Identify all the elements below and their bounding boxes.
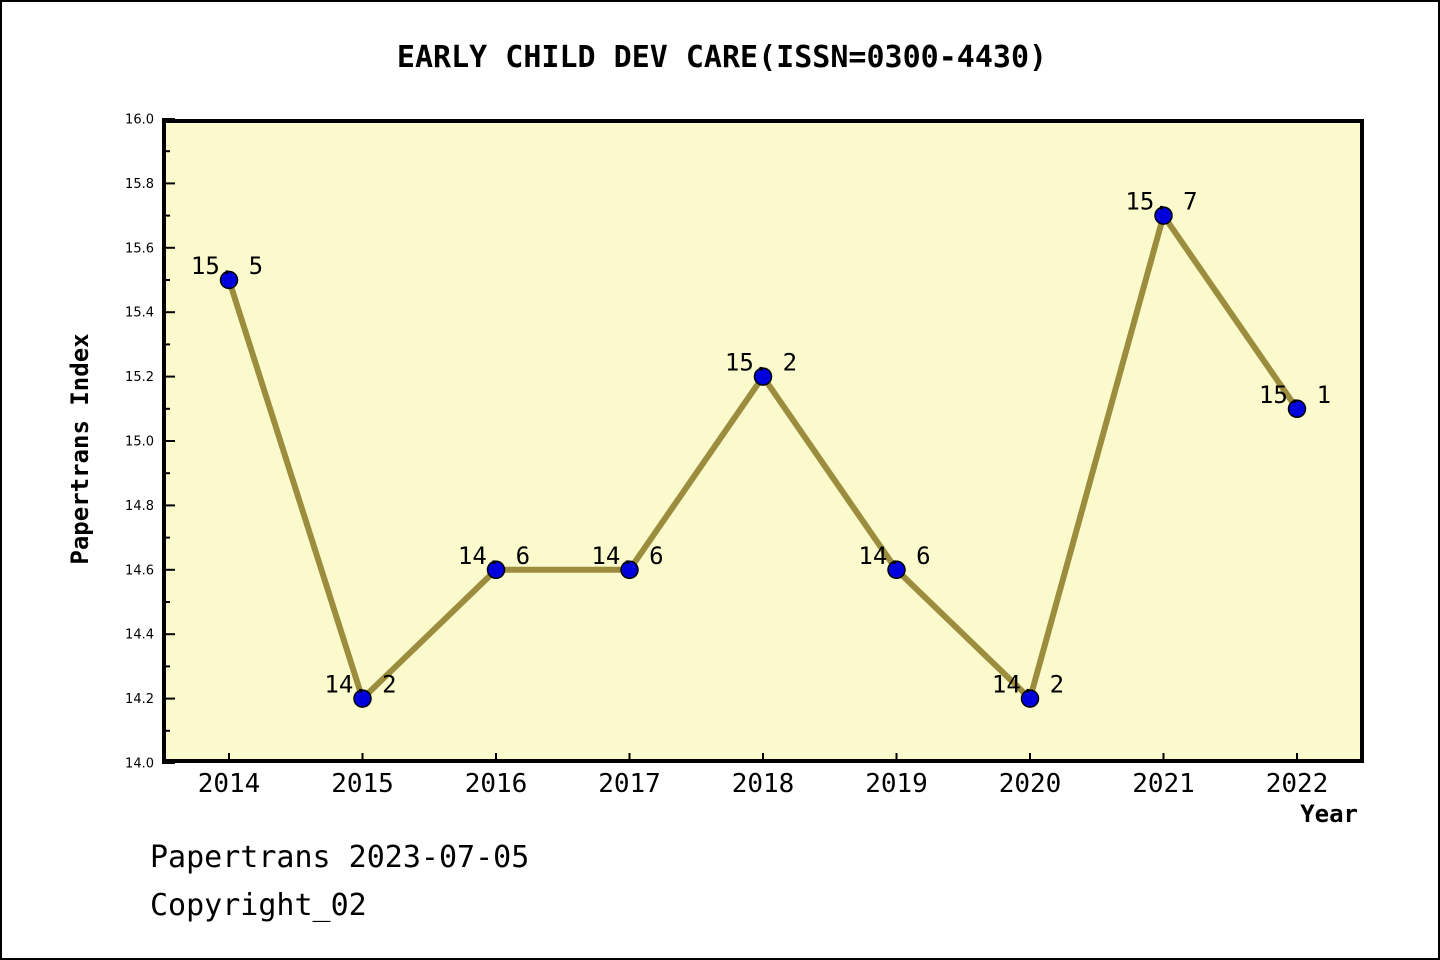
- y-tick-label: 15.6: [125, 241, 154, 256]
- x-axis-title: Year: [1300, 800, 1358, 828]
- x-tick-label: 2021: [1132, 769, 1195, 799]
- chart-title: EARLY CHILD DEV CARE(ISSN=0300-4430): [396, 40, 1048, 75]
- data-point: [219, 270, 239, 290]
- x-tick-label: 2022: [1266, 769, 1329, 799]
- footer-source-date: Papertrans 2023-07-05: [150, 840, 530, 875]
- data-point: [1020, 689, 1040, 708]
- data-point-label: 15. 7: [1125, 188, 1197, 216]
- y-tick-label: 15.8: [125, 177, 154, 192]
- data-point-label: 15. 1: [1259, 381, 1331, 409]
- y-tick-label: 15.4: [125, 306, 154, 321]
- x-tick-label: 2020: [999, 769, 1062, 799]
- y-tick-label: 15.2: [125, 370, 154, 385]
- data-point-label: 14. 6: [591, 542, 663, 570]
- data-point: [887, 560, 906, 580]
- y-tick-label: 15.0: [125, 435, 154, 450]
- data-point-label: 14. 2: [992, 671, 1064, 699]
- data-point-label: 14. 6: [858, 542, 930, 570]
- data-point-label: 14. 2: [324, 671, 396, 699]
- plot-frame: [162, 119, 1364, 763]
- data-point: [486, 560, 506, 580]
- y-tick-label: 14.4: [125, 628, 154, 643]
- data-point: [353, 689, 372, 708]
- x-tick-label: 2016: [465, 769, 528, 799]
- data-point: [1287, 399, 1307, 419]
- y-tick-label: 14.2: [125, 692, 154, 707]
- x-tick-label: 2018: [732, 769, 795, 799]
- y-tick-label: 14.8: [125, 499, 154, 514]
- plot-area: [162, 119, 1364, 763]
- y-tick-label: 14.6: [125, 563, 154, 578]
- x-tick-label: 2015: [331, 769, 394, 799]
- footer-copyright: Copyright_02: [150, 888, 367, 923]
- y-tick-label: 14.0: [125, 757, 154, 772]
- data-point-label: 15. 2: [725, 349, 797, 377]
- y-tick-label: 16.0: [125, 113, 154, 128]
- x-tick-label: 2019: [865, 769, 928, 799]
- data-point-label: 14. 6: [458, 542, 530, 570]
- x-tick-label: 2017: [598, 769, 661, 799]
- data-point: [753, 367, 773, 386]
- data-point-label: 15. 5: [191, 252, 263, 280]
- data-point: [620, 560, 639, 580]
- x-tick-label: 2014: [198, 769, 261, 799]
- data-point: [1154, 206, 1173, 225]
